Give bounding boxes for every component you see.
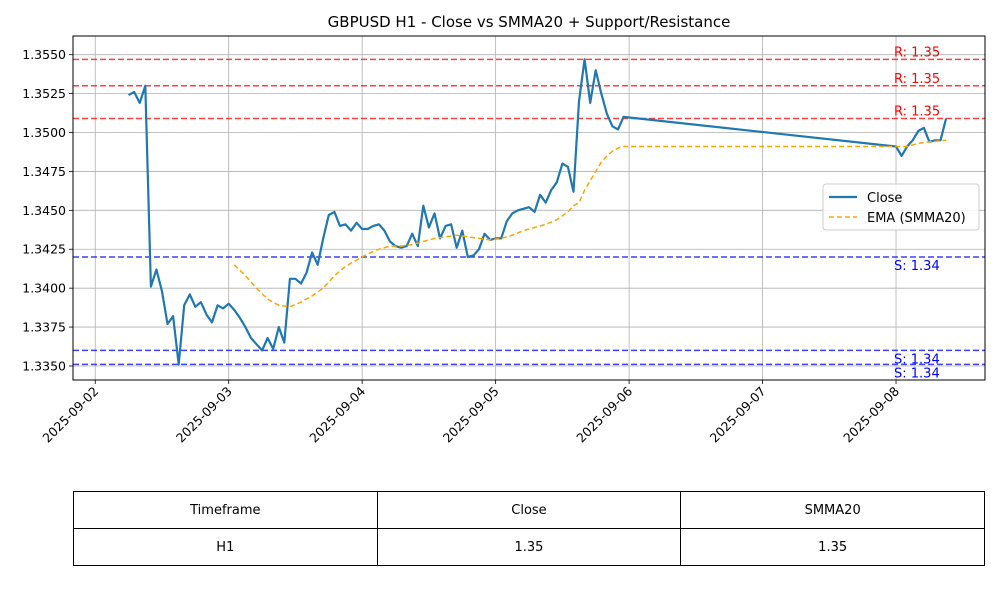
y-tick-label: 1.3550 [22, 47, 66, 62]
legend-box [822, 183, 980, 231]
support-label: S: 1.34 [894, 259, 940, 274]
y-tick-label: 1.3525 [22, 86, 66, 101]
y-tick-label: 1.3450 [22, 203, 66, 218]
y-tick-label: 1.3425 [22, 242, 66, 257]
resistance-label: R: 1.35 [894, 72, 940, 87]
summary-table: Timeframe Close SMMA20 H1 1.35 1.35 [73, 491, 985, 566]
y-tick-label: 1.3400 [22, 281, 66, 296]
table-cell: 1.35 [680, 528, 985, 566]
x-tick-label: 2025-09-02 [39, 384, 101, 446]
series-lines [128, 58, 948, 366]
support-resistance-levels: R: 1.35R: 1.35R: 1.35S: 1.34S: 1.34S: 1.… [73, 45, 985, 381]
legend: Close EMA (SMMA20) [822, 183, 980, 231]
smma20-series-line [233, 139, 947, 308]
table-header-cell: SMMA20 [680, 491, 985, 529]
resistance-label: R: 1.35 [894, 104, 940, 119]
y-tick-label: 1.3375 [22, 320, 66, 335]
legend-label: EMA (SMMA20) [867, 211, 966, 226]
x-tick-label: 2025-09-06 [573, 383, 635, 445]
plot-frame [72, 35, 986, 381]
table-header-cell: Close [376, 491, 682, 529]
table-cell: 1.35 [376, 528, 682, 566]
table-row: H1 1.35 1.35 [73, 528, 985, 566]
axes: 2025-09-02 2025-09-03 2025-09-04 2025-09-05… [22, 35, 986, 446]
x-tick-label: 2025-09-07 [707, 384, 769, 446]
table-header-row: Timeframe Close SMMA20 [73, 491, 985, 529]
y-tick-label: 1.3350 [22, 358, 66, 373]
support-label: S: 1.34 [894, 352, 940, 367]
table-header-cell: Timeframe [73, 491, 378, 529]
table-cell: H1 [73, 528, 378, 566]
close-series-line [128, 58, 948, 366]
chart-title: GBPUSD H1 - Close vs SMMA20 + Support/Re… [328, 13, 731, 31]
legend-label: Close [867, 191, 902, 206]
x-tick-label: 2025-09-03 [173, 384, 235, 446]
resistance-label: R: 1.35 [894, 45, 940, 60]
x-tick-label: 2025-09-04 [306, 383, 368, 445]
support-label: S: 1.34 [894, 366, 940, 381]
x-tick-label: 2025-09-05 [440, 384, 502, 446]
x-tick-label: 2025-09-08 [840, 383, 902, 445]
y-tick-label: 1.3500 [22, 125, 66, 140]
y-tick-label: 1.3475 [22, 164, 66, 179]
